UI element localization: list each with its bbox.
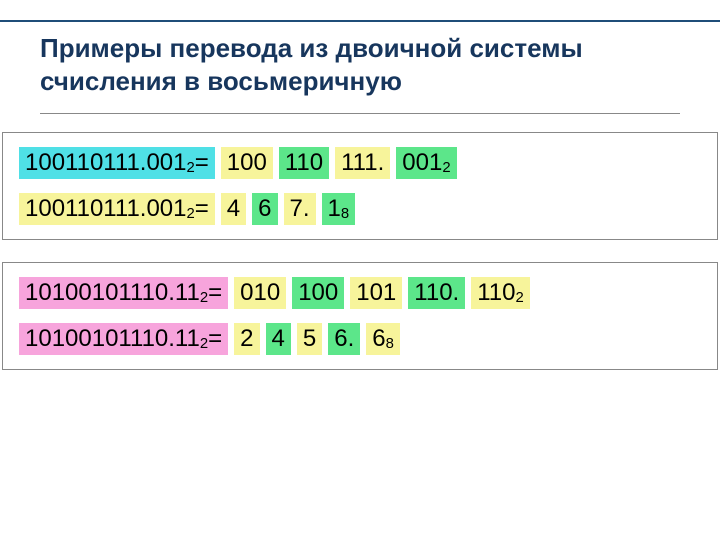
lhs-expression: 100110111.0012= (19, 193, 215, 225)
rhs-token: 4 (266, 323, 291, 355)
rhs-token: 6. (328, 323, 360, 355)
rhs-token: 18 (322, 193, 356, 225)
rhs-token: 100 (292, 277, 344, 309)
lhs-expression: 10100101110.112= (19, 323, 228, 355)
example-panel: 100110111.0012=100110111.0012100110111.0… (2, 132, 718, 240)
panels-container: 100110111.0012=100110111.0012100110111.0… (0, 132, 720, 370)
lhs-expression: 10100101110.112= (19, 277, 228, 309)
example-panel: 10100101110.112=010100101110.11021010010… (2, 262, 718, 370)
conversion-row: 100110111.0012=100110111.0012 (19, 147, 701, 179)
rhs-token: 5 (297, 323, 322, 355)
page-title: Примеры перевода из двоичной системы счи… (0, 22, 720, 107)
rhs-token: 110. (408, 277, 465, 309)
rhs-token: 68 (366, 323, 400, 355)
rhs-token: 110 (279, 147, 329, 179)
mid-rule (40, 113, 680, 114)
rhs-token: 010 (234, 277, 286, 309)
conversion-row: 10100101110.112=2456.68 (19, 323, 701, 355)
rhs-token: 0012 (396, 147, 456, 179)
lhs-expression: 100110111.0012= (19, 147, 215, 179)
rhs-token: 101 (350, 277, 402, 309)
rhs-token: 100 (221, 147, 273, 179)
rhs-token: 4 (221, 193, 246, 225)
conversion-row: 10100101110.112=010100101110.1102 (19, 277, 701, 309)
rhs-token: 6 (252, 193, 277, 225)
rhs-token: 111. (335, 147, 390, 179)
rhs-token: 7. (284, 193, 316, 225)
rhs-token: 1102 (471, 277, 530, 309)
conversion-row: 100110111.0012=467.18 (19, 193, 701, 225)
rhs-token: 2 (234, 323, 259, 355)
